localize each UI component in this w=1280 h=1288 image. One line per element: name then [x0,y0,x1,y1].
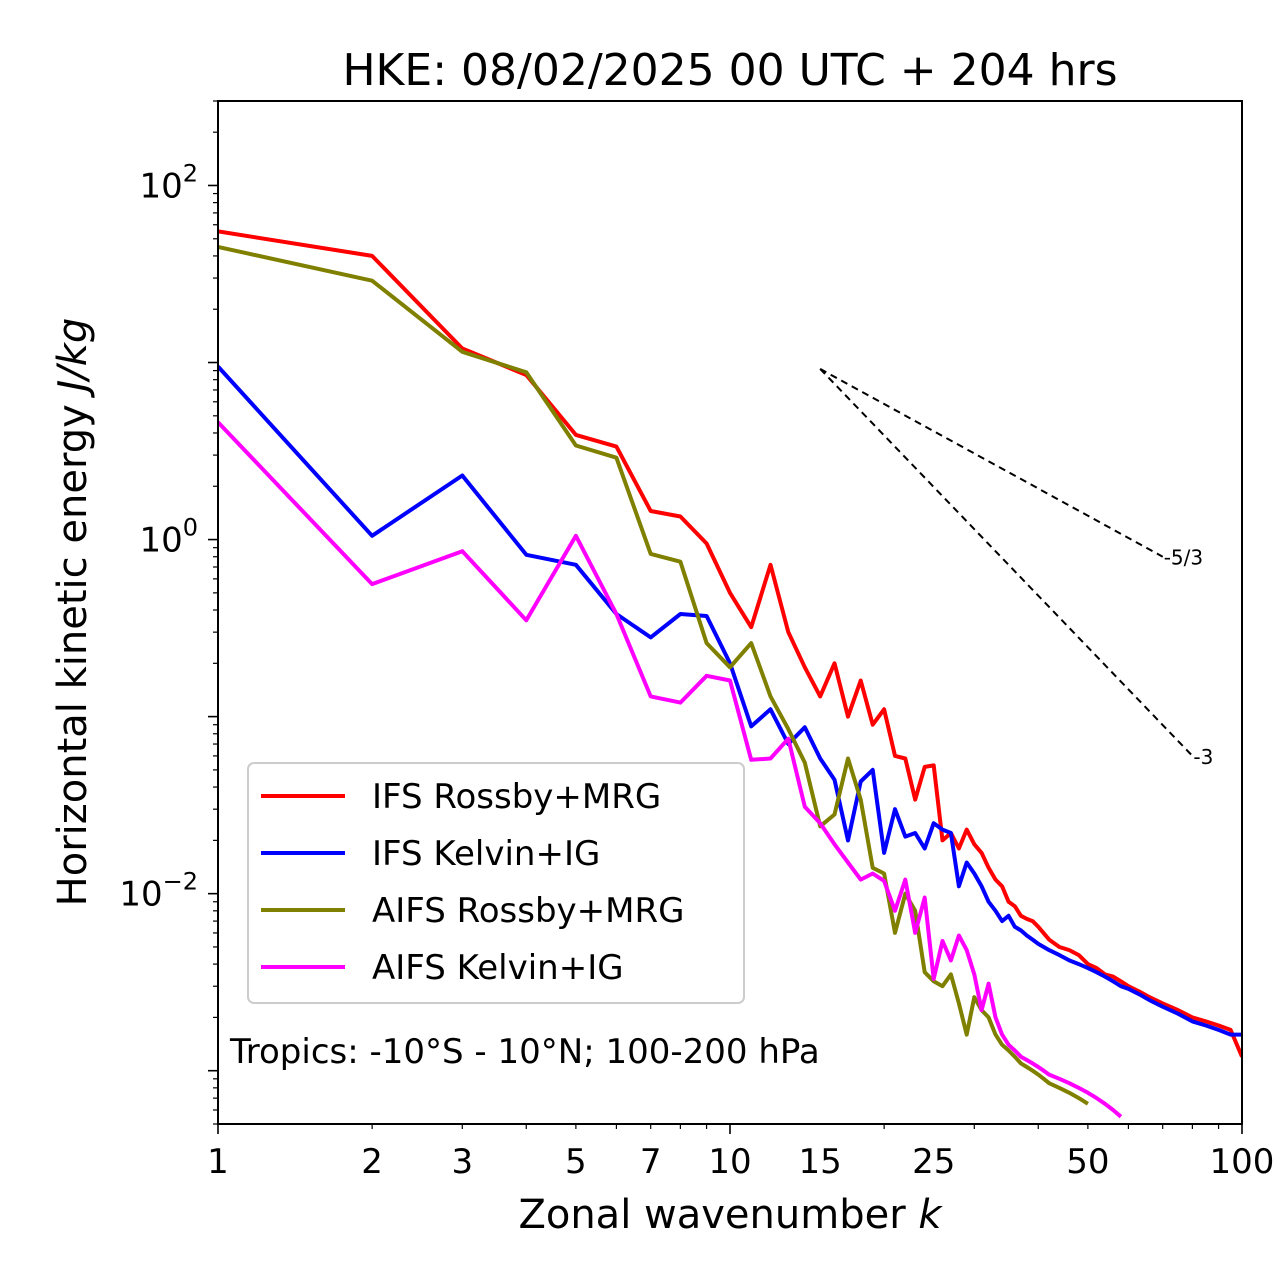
x-tick-label: 25 [912,1142,955,1182]
x-axis-ticks: 1 2 3 5 7 10 15 25 50 100 [207,1124,1274,1182]
x-tick-label: 2 [361,1142,383,1182]
chart-title: HKE: 08/02/2025 00 UTC + 204 hrs [342,45,1117,96]
legend-label: AIFS Rossby+MRG [372,891,684,931]
series-line-2 [218,244,1089,1106]
legend-label: AIFS Kelvin+IG [372,948,624,988]
reference-slope-line-0 [819,368,1164,558]
legend: IFS Rossby+MRG IFS Kelvin+IG AIFS Rossby+M… [247,762,745,1004]
y-axis-ticks: 10−2 100 102 [119,100,218,1125]
reference-slope-label-0: -5/3 [1164,546,1203,570]
reference-slopes: -5/3 -3 [819,368,1213,769]
reference-slope-line-1 [819,368,1194,757]
reference-slope-label-1: -3 [1193,745,1213,769]
x-tick-label: 3 [451,1142,473,1182]
legend-box [247,762,745,1004]
x-tick-label: 1 [207,1142,229,1182]
y-tick-label: 100 [139,514,198,561]
x-tick-label: 5 [565,1142,587,1182]
series-line-1 [218,365,1242,1037]
x-tick-label: 100 [1210,1142,1275,1182]
x-tick-label: 15 [799,1142,842,1182]
y-tick-label: 102 [139,159,198,206]
legend-label: IFS Rossby+MRG [372,777,661,817]
legend-label: IFS Kelvin+IG [372,834,600,874]
x-tick-label: 10 [708,1142,751,1182]
x-tick-label: 50 [1066,1142,1109,1182]
region-annotation: Tropics: -10°S - 10°N; 100-200 hPa [229,1032,820,1072]
x-axis-label: Zonal wavenumber k [518,1192,943,1238]
y-axis-label: Horizontal kinetic energy J/kg [50,318,96,907]
series-layer [218,229,1242,1119]
y-tick-label: 10−2 [119,868,198,915]
series-line-3 [218,420,1123,1119]
legend-items: IFS Rossby+MRG IFS Kelvin+IG AIFS Rossby+M… [261,777,684,988]
x-tick-label: 7 [640,1142,662,1182]
series-line-0 [218,229,1242,1058]
